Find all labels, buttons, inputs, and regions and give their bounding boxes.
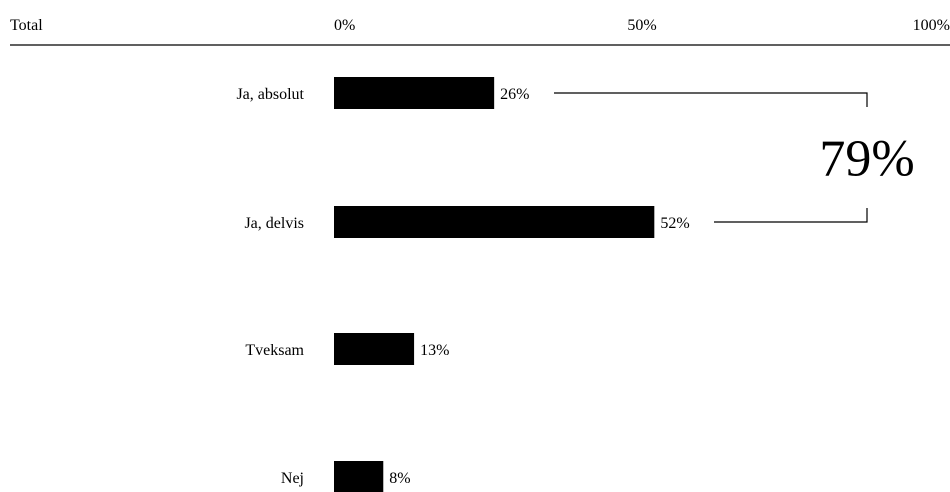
bar — [334, 206, 655, 238]
value-labels: 26% 52% 13% 8% — [389, 86, 689, 487]
bars — [334, 77, 655, 492]
category-label: Tveksam — [245, 342, 304, 359]
value-label: 26% — [500, 86, 529, 103]
x-tick-label: 50% — [627, 17, 656, 34]
annotation-total: 79% — [819, 131, 914, 188]
x-axis-ticks: 0% 50% 100% — [334, 17, 950, 34]
category-label: Ja, absolut — [236, 86, 304, 103]
value-label: 8% — [389, 470, 410, 487]
value-label: 13% — [420, 342, 449, 359]
bar — [334, 333, 415, 365]
bar — [334, 77, 495, 109]
x-tick-label: 0% — [334, 17, 355, 34]
category-label: Nej — [281, 470, 304, 487]
x-tick-label: 100% — [913, 17, 950, 34]
bar — [334, 461, 384, 492]
value-label: 52% — [660, 215, 689, 232]
annotation-bracket — [554, 92, 868, 223]
category-labels: Ja, absolut Ja, delvis Tveksam Nej — [236, 86, 304, 487]
group-label: Total — [10, 17, 43, 34]
sum-annotation: 79% — [554, 92, 915, 223]
category-label: Ja, delvis — [244, 215, 304, 232]
